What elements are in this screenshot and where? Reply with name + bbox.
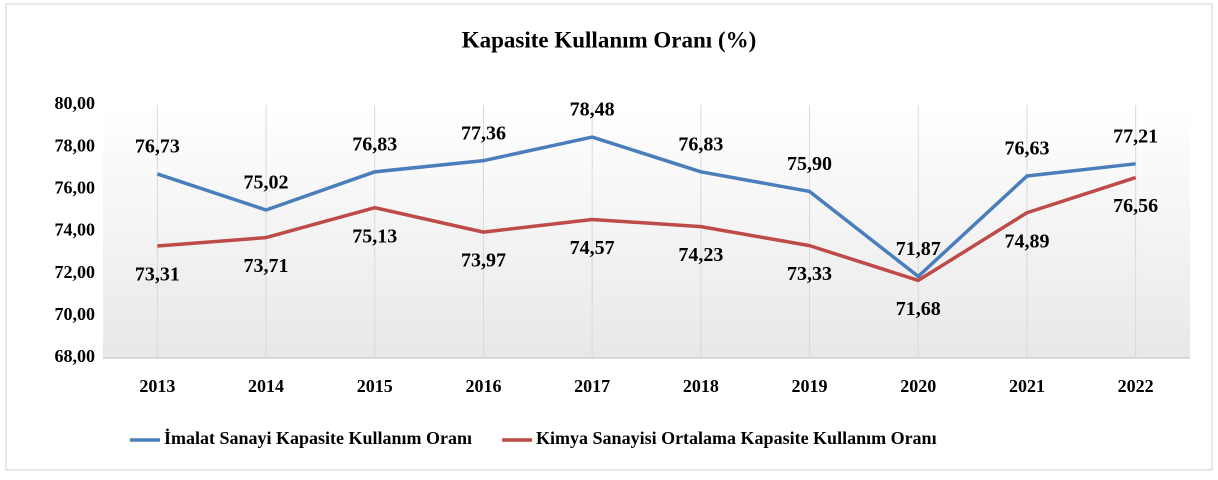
x-tick-label: 2019 [792, 376, 828, 396]
x-tick-label: 2013 [139, 376, 175, 396]
x-tick-label: 2022 [1118, 376, 1154, 396]
y-tick-label: 76,00 [55, 177, 96, 197]
y-tick-label: 78,00 [55, 135, 96, 155]
x-tick-label: 2014 [248, 376, 284, 396]
y-tick-label: 74,00 [55, 220, 96, 240]
data-label: 77,36 [461, 122, 506, 144]
data-label: 76,56 [1113, 195, 1158, 217]
data-label: 76,83 [352, 133, 397, 155]
data-label: 74,89 [1004, 230, 1049, 252]
chart-title: Kapasite Kullanım Oranı (%) [462, 27, 757, 52]
data-label: 78,48 [570, 99, 615, 121]
y-tick-label: 72,00 [55, 262, 96, 282]
data-label: 73,97 [461, 250, 506, 272]
data-label: 76,83 [678, 133, 723, 155]
data-label: 73,31 [135, 264, 180, 286]
data-label: 76,73 [135, 136, 180, 158]
legend-label: Kimya Sanayisi Ortalama Kapasite Kullanı… [536, 428, 937, 448]
data-label: 75,90 [787, 153, 832, 175]
y-tick-label: 80,00 [55, 93, 96, 113]
y-tick-label: 70,00 [55, 304, 96, 324]
data-label: 73,33 [787, 263, 832, 285]
data-label: 75,13 [352, 225, 397, 247]
series-line [156, 135, 1136, 279]
legend-label: İmalat Sanayi Kapasite Kullanım Oranı [164, 428, 472, 448]
x-tick-label: 2015 [357, 376, 393, 396]
series-line [157, 175, 1137, 283]
y-tick-label: 68,00 [55, 346, 96, 366]
x-tick-label: 2018 [683, 376, 719, 396]
data-label: 73,71 [244, 255, 289, 277]
x-tick-label: 2017 [574, 376, 610, 396]
x-tick-label: 2016 [465, 376, 501, 396]
data-label: 71,87 [896, 238, 941, 260]
data-label: 74,23 [678, 244, 723, 266]
x-tick-label: 2020 [900, 376, 936, 396]
data-label: 75,02 [244, 172, 289, 194]
data-label: 77,21 [1113, 125, 1158, 147]
data-label: 74,57 [570, 237, 615, 259]
data-label: 71,68 [896, 298, 941, 320]
data-label: 76,63 [1004, 138, 1049, 160]
x-tick-label: 2021 [1009, 376, 1045, 396]
